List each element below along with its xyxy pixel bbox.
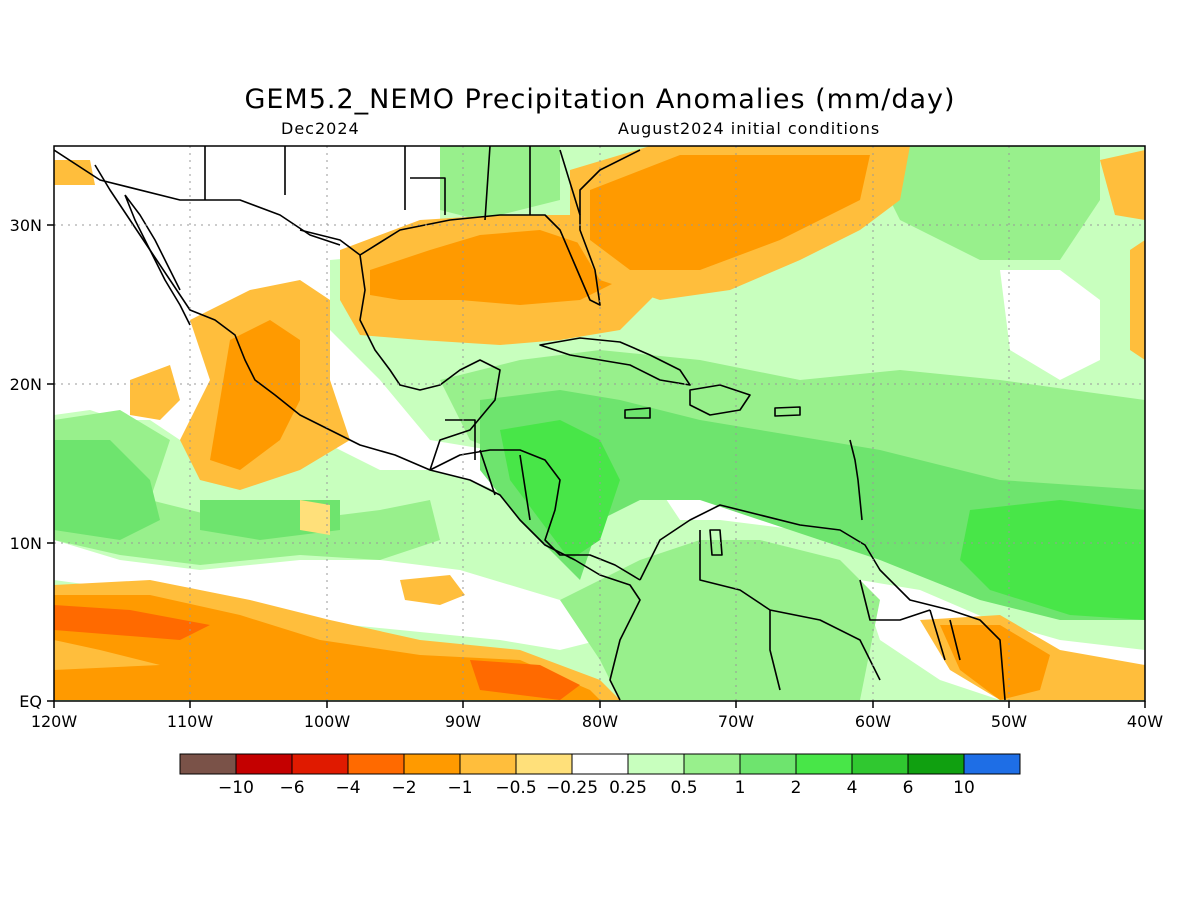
near-zero-region	[1000, 270, 1100, 380]
lon-label: 100W	[304, 712, 351, 731]
central-america	[429, 449, 641, 581]
cuba	[539, 337, 691, 386]
colorbar-swatch	[907, 753, 965, 775]
negative-anomaly	[210, 320, 300, 470]
negative-anomaly	[940, 625, 1050, 700]
colorbar-label: −6	[279, 778, 304, 798]
colorbar-label: −4	[335, 778, 360, 798]
lat-label: 30N	[10, 216, 42, 235]
puerto-rico	[774, 406, 801, 417]
lon-label: 80W	[582, 712, 618, 731]
colorbar-label: −10	[218, 778, 254, 798]
lon-label: 110W	[167, 712, 214, 731]
colorbar-swatch	[291, 753, 349, 775]
negative-anomaly	[470, 660, 580, 700]
negative-anomaly	[1130, 240, 1145, 360]
baja-california	[124, 194, 191, 326]
lat-label: 10N	[10, 534, 42, 553]
lat-label: EQ	[19, 692, 42, 711]
south-america-borders	[699, 530, 961, 691]
colorbar-swatch	[683, 753, 741, 775]
lon-label: 60W	[855, 712, 891, 731]
colorbar-label: 0.25	[609, 778, 647, 798]
positive-anomaly	[54, 440, 160, 540]
positive-anomaly	[880, 146, 1100, 260]
colorbar-swatch	[179, 753, 237, 775]
colorbar-swatch	[571, 753, 629, 775]
negative-anomaly	[130, 365, 180, 420]
hispaniola	[689, 384, 751, 416]
colorbar-swatch	[627, 753, 685, 775]
axis-ticks	[47, 224, 1146, 708]
mexico-pacific-coast	[94, 164, 641, 701]
negative-anomaly	[590, 155, 870, 270]
negative-anomaly	[54, 595, 600, 700]
negative-anomaly	[400, 575, 465, 605]
colorbar-label: −1	[447, 778, 472, 798]
lon-label: 40W	[1127, 712, 1163, 731]
colorbar-swatch	[347, 753, 405, 775]
lesser-antilles	[849, 439, 863, 521]
lon-label: 120W	[31, 712, 78, 731]
lat-label: 20N	[10, 375, 42, 394]
forecast-month: Dec2024	[281, 119, 360, 138]
colorbar-label: −0.25	[546, 778, 598, 798]
colorbar-swatch	[963, 753, 1021, 775]
initial-conditions: August2024 initial conditions	[618, 119, 881, 138]
negative-anomaly	[1100, 150, 1145, 220]
colorbar-label: 10	[953, 778, 975, 798]
colorbar: −10 −6 −4 −2 −1 −0.5 −0.25 0.25 0.5 1 2 4 6 10	[179, 753, 1021, 798]
lon-label: 50W	[991, 712, 1027, 731]
graticule	[54, 146, 1145, 701]
colorbar-label: 0.5	[670, 778, 697, 798]
positive-anomaly	[500, 420, 620, 560]
colorbar-swatch	[403, 753, 461, 775]
us-gulf-florida	[359, 149, 641, 306]
negative-anomaly	[54, 160, 95, 185]
map-title: GEM5.2_NEMO Precipitation Anomalies (mm/…	[244, 84, 956, 115]
us-mexico-border	[54, 149, 341, 246]
lon-label: 90W	[445, 712, 481, 731]
colorbar-label: 4	[847, 778, 858, 798]
jamaica	[624, 407, 651, 419]
negative-anomaly	[300, 500, 330, 535]
us-state-lines	[204, 146, 581, 221]
lake-maracaibo	[709, 529, 723, 556]
anomaly-field	[54, 146, 1145, 701]
colorbar-swatch	[515, 753, 573, 775]
negative-anomaly	[54, 605, 210, 640]
colorbar-swatch	[739, 753, 797, 775]
colorbar-swatch	[851, 753, 909, 775]
latitude-labels: 30N 20N 10N EQ	[10, 216, 42, 711]
colorbar-swatch	[459, 753, 517, 775]
positive-anomaly	[54, 410, 440, 565]
colorbar-label: 6	[903, 778, 914, 798]
positive-anomaly	[960, 500, 1145, 620]
gulf-coast	[299, 229, 501, 471]
colorbar-swatch	[235, 753, 293, 775]
colorbar-label: 1	[735, 778, 746, 798]
south-america-north-coast	[639, 504, 1006, 701]
colorbar-swatch	[795, 753, 853, 775]
colorbar-label: −0.5	[495, 778, 536, 798]
colorbar-label: −2	[391, 778, 416, 798]
yucatan-borders	[445, 419, 531, 521]
lon-label: 70W	[718, 712, 754, 731]
negative-anomaly	[370, 230, 620, 305]
colorbar-label: 2	[791, 778, 802, 798]
longitude-labels: 120W 110W 100W 90W 80W 70W 60W 50W 40W	[31, 712, 1163, 731]
coastlines	[54, 146, 1006, 701]
